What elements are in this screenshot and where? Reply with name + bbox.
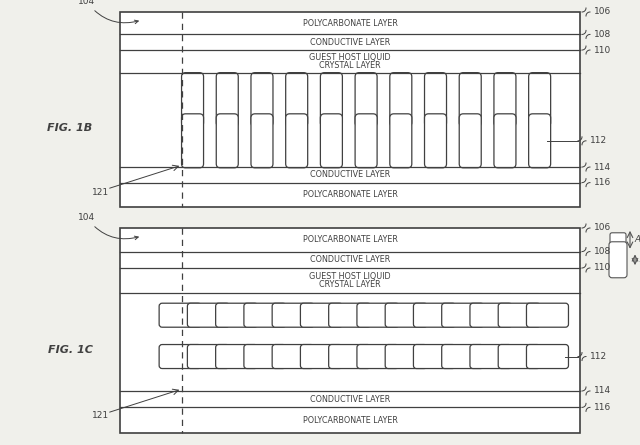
FancyBboxPatch shape [216,344,258,368]
Text: CRYSTAL LAYER: CRYSTAL LAYER [319,280,381,289]
FancyBboxPatch shape [159,344,201,368]
FancyBboxPatch shape [529,114,550,168]
Text: CONDUCTIVE LAYER: CONDUCTIVE LAYER [310,395,390,404]
FancyBboxPatch shape [529,73,550,127]
FancyBboxPatch shape [188,303,229,327]
FancyBboxPatch shape [272,303,314,327]
FancyBboxPatch shape [182,73,204,127]
FancyBboxPatch shape [300,344,342,368]
Text: 110: 110 [594,263,611,272]
Text: POLYCARBONATE LAYER: POLYCARBONATE LAYER [303,19,397,28]
Text: 116: 116 [594,178,611,187]
FancyBboxPatch shape [424,73,447,127]
FancyBboxPatch shape [272,344,314,368]
Text: FIG. 1B: FIG. 1B [47,123,93,133]
Text: 106: 106 [594,223,611,232]
FancyBboxPatch shape [182,114,204,168]
FancyBboxPatch shape [442,344,484,368]
Text: GUEST HOST LIQUID: GUEST HOST LIQUID [309,53,391,62]
Bar [120,12,580,207]
Text: $A_{II}$: $A_{II}$ [639,254,640,266]
FancyBboxPatch shape [216,303,258,327]
Text: 114: 114 [594,162,611,171]
FancyBboxPatch shape [442,303,484,327]
Text: 121: 121 [92,187,109,197]
FancyBboxPatch shape [413,344,456,368]
FancyBboxPatch shape [460,73,481,127]
FancyBboxPatch shape [321,114,342,168]
Text: CONDUCTIVE LAYER: CONDUCTIVE LAYER [310,255,390,264]
FancyBboxPatch shape [357,303,399,327]
FancyBboxPatch shape [424,114,447,168]
FancyBboxPatch shape [251,114,273,168]
Text: $A_I$: $A_I$ [634,234,640,246]
FancyBboxPatch shape [188,344,229,368]
Text: POLYCARBONATE LAYER: POLYCARBONATE LAYER [303,235,397,244]
Text: CONDUCTIVE LAYER: CONDUCTIVE LAYER [310,38,390,47]
FancyBboxPatch shape [610,233,626,247]
FancyBboxPatch shape [390,73,412,127]
Text: POLYCARBONATE LAYER: POLYCARBONATE LAYER [303,190,397,199]
FancyBboxPatch shape [300,303,342,327]
FancyBboxPatch shape [159,303,201,327]
FancyBboxPatch shape [329,344,371,368]
FancyBboxPatch shape [355,114,377,168]
Text: 114: 114 [594,386,611,396]
FancyBboxPatch shape [285,73,308,127]
Text: 112: 112 [590,136,607,146]
FancyBboxPatch shape [527,344,568,368]
FancyBboxPatch shape [413,303,456,327]
Text: CRYSTAL LAYER: CRYSTAL LAYER [319,61,381,70]
FancyBboxPatch shape [385,303,427,327]
Text: GUEST HOST LIQUID: GUEST HOST LIQUID [309,272,391,281]
FancyBboxPatch shape [390,114,412,168]
Text: 121: 121 [92,412,109,421]
FancyBboxPatch shape [244,344,286,368]
FancyBboxPatch shape [251,73,273,127]
Bar [120,228,580,433]
Text: 108: 108 [594,247,611,256]
Text: 108: 108 [594,30,611,39]
FancyBboxPatch shape [527,303,568,327]
Text: 104: 104 [78,213,138,240]
Text: 112: 112 [590,352,607,361]
FancyBboxPatch shape [498,303,540,327]
FancyBboxPatch shape [355,73,377,127]
Text: 110: 110 [594,45,611,55]
FancyBboxPatch shape [216,73,238,127]
Text: 104: 104 [78,0,138,24]
Text: 116: 116 [594,403,611,412]
Text: POLYCARBONATE LAYER: POLYCARBONATE LAYER [303,416,397,425]
FancyBboxPatch shape [494,114,516,168]
FancyBboxPatch shape [216,114,238,168]
FancyBboxPatch shape [470,303,512,327]
FancyBboxPatch shape [385,344,427,368]
FancyBboxPatch shape [244,303,286,327]
FancyBboxPatch shape [321,73,342,127]
Text: FIG. 1C: FIG. 1C [47,345,92,355]
Text: 106: 106 [594,8,611,16]
FancyBboxPatch shape [609,242,627,278]
Text: CONDUCTIVE LAYER: CONDUCTIVE LAYER [310,170,390,179]
FancyBboxPatch shape [285,114,308,168]
FancyBboxPatch shape [498,344,540,368]
FancyBboxPatch shape [494,73,516,127]
FancyBboxPatch shape [329,303,371,327]
FancyBboxPatch shape [460,114,481,168]
FancyBboxPatch shape [470,344,512,368]
FancyBboxPatch shape [357,344,399,368]
